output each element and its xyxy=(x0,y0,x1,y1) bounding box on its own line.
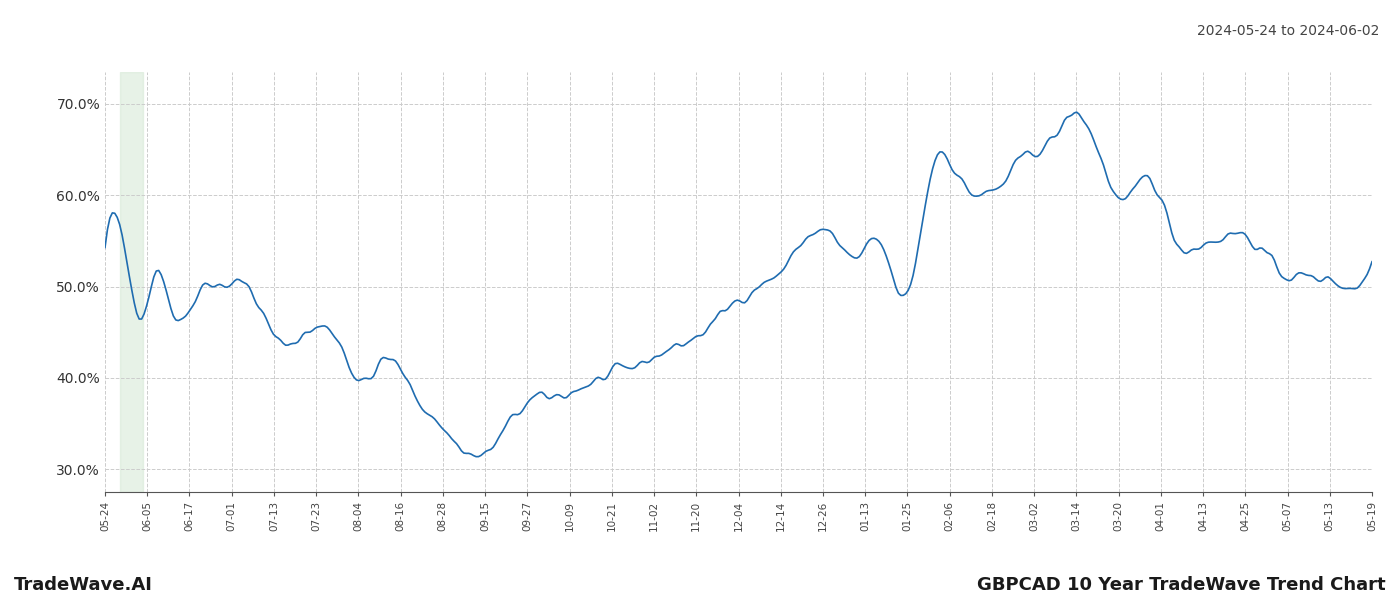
Text: GBPCAD 10 Year TradeWave Trend Chart: GBPCAD 10 Year TradeWave Trend Chart xyxy=(977,576,1386,594)
Text: 2024-05-24 to 2024-06-02: 2024-05-24 to 2024-06-02 xyxy=(1197,24,1379,38)
Bar xyxy=(120,72,143,492)
Text: TradeWave.AI: TradeWave.AI xyxy=(14,576,153,594)
